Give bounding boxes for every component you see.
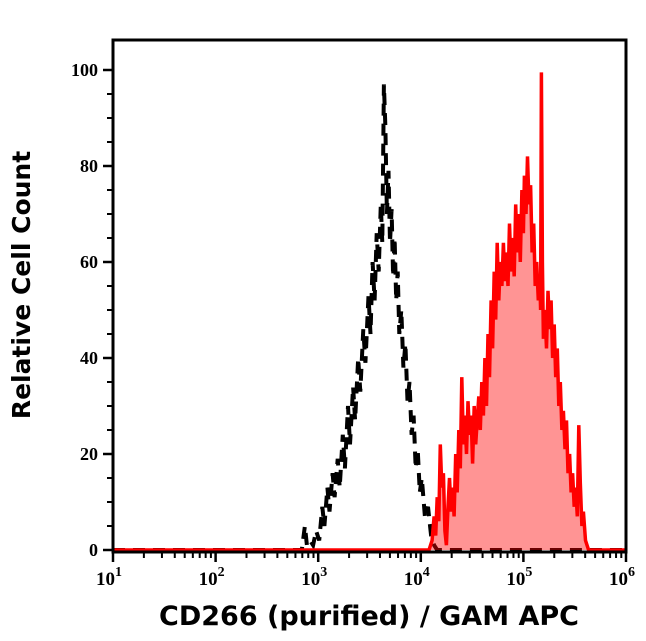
histogram-fill xyxy=(113,72,626,551)
y-tick-label: 60 xyxy=(80,252,98,272)
series-layer xyxy=(113,72,626,552)
x-tick-label: 103 xyxy=(301,565,327,590)
x-tick-label: 105 xyxy=(506,565,532,590)
y-tick-label: 80 xyxy=(80,156,98,176)
histogram-outline-solid xyxy=(113,72,626,552)
x-axis-title: CD266 (purified) / GAM APC xyxy=(159,601,579,632)
y-tick-label: 20 xyxy=(80,444,98,464)
x-tick-label: 102 xyxy=(199,565,225,590)
tick-layer xyxy=(103,68,628,562)
histogram-outline-dashed xyxy=(113,84,626,552)
x-tick-label: 101 xyxy=(96,565,122,590)
series-cd266-stained xyxy=(113,72,626,552)
y-tick-label: 40 xyxy=(80,348,98,368)
x-tick-label: 106 xyxy=(609,565,635,590)
y-tick-label: 100 xyxy=(71,60,98,80)
plot-frame xyxy=(111,38,628,554)
series-negative-control xyxy=(113,84,626,552)
x-tick-label: 104 xyxy=(404,565,430,590)
tick-label-layer: 101 102 103 104 105 106 0 20 40 60 80 100 xyxy=(71,60,635,590)
y-tick-label: 0 xyxy=(89,540,98,560)
y-axis-title: Relative Cell Count xyxy=(7,151,36,419)
